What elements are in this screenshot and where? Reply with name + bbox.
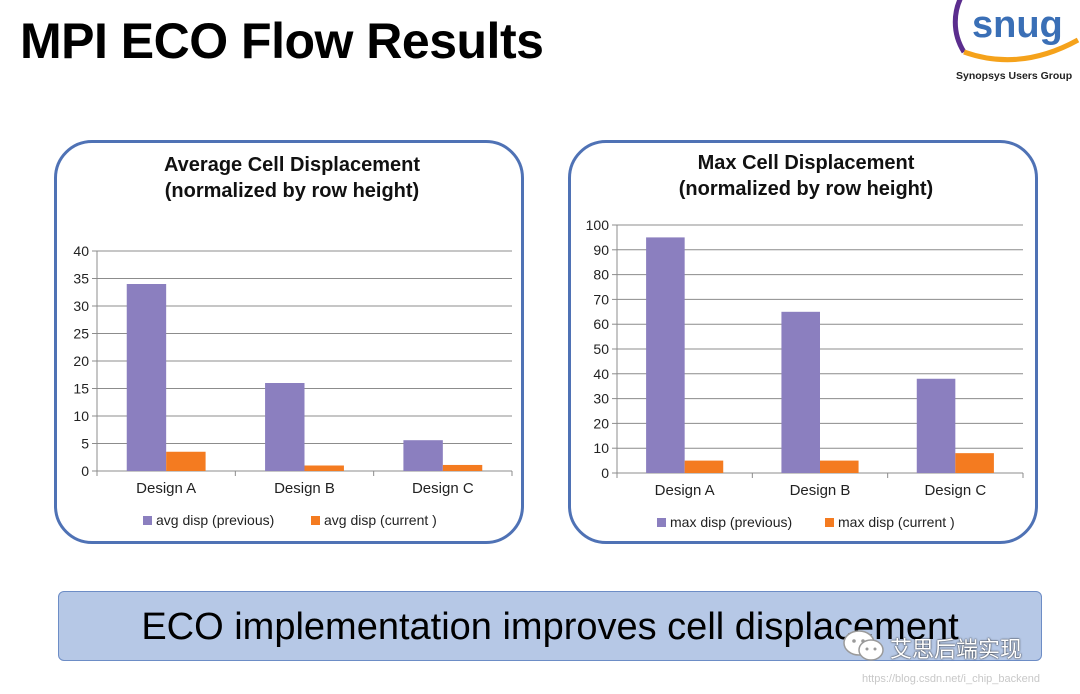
x-category-label: Design C [924,482,986,499]
y-tick-label: 30 [73,298,89,314]
y-tick-label: 50 [593,341,609,357]
chart-title-line: (normalized by row height) [165,180,419,202]
y-tick-label: 70 [593,291,609,307]
max-displacement-chart: Max Cell Displacement (normalized by row … [586,152,1024,530]
x-category-label: Design B [274,480,335,497]
legend-swatch [657,518,666,527]
chart-title-line: Average Cell Displacement [164,154,420,176]
y-tick-label: 20 [73,353,89,369]
legend-swatch [143,516,152,525]
y-tick-label: 10 [593,440,609,456]
y-tick-label: 20 [593,415,609,431]
legend-label: max disp (previous) [670,514,792,530]
summary-text: ECO implementation improves cell displac… [141,606,959,648]
x-category-label: Design A [136,480,196,497]
y-tick-label: 40 [593,366,609,382]
chart-title-line: (normalized by row height) [679,178,933,200]
y-tick-label: 15 [73,381,89,397]
avg-displacement-chart: Average Cell Displacement (normalized by … [73,154,513,528]
y-tick-label: 100 [586,217,610,233]
bar-current [955,453,994,473]
y-tick-label: 0 [601,465,609,481]
y-tick-label: 90 [593,242,609,258]
avg-displacement-chart-panel: Average Cell Displacement (normalized by … [54,140,524,544]
bar-current [820,460,859,473]
bar-previous [403,440,443,471]
slide-title: MPI ECO Flow Results [20,13,544,69]
bar-previous [126,284,167,471]
bar-current [442,464,483,471]
y-tick-label: 5 [81,436,89,452]
legend-label: avg disp (current ) [324,512,437,528]
bar-previous [916,378,956,473]
bar-current [684,460,724,473]
y-tick-label: 30 [593,391,609,407]
legend-label: avg disp (previous) [156,512,274,528]
bar-previous [265,383,305,471]
y-tick-label: 10 [73,408,89,424]
summary-banner: ECO implementation improves cell displac… [58,591,1042,661]
wechat-watermark: 艾思后端实现 [842,628,1072,668]
logo-ring-arc [952,0,967,54]
bar-previous [646,237,685,473]
chart-title-line: Max Cell Displacement [698,152,915,174]
bar-current [304,465,344,471]
logo-orange-arc [963,37,1080,63]
x-category-label: Design A [655,482,715,499]
bar-current [166,451,206,471]
snug-logo-mark: snug [952,0,1080,63]
wechat-icon [843,630,884,661]
y-tick-label: 80 [593,267,609,283]
y-tick-label: 25 [73,326,89,342]
x-category-label: Design B [790,482,851,499]
x-category-label: Design C [412,480,474,497]
watermark-account: 艾思后端实现 [890,638,1023,663]
logo-tagline: Synopsys Users Group [956,70,1073,82]
snug-logo: snug Synopsys Users Group [950,0,1080,90]
y-tick-label: 60 [593,316,609,332]
bar-previous [781,311,820,473]
y-tick-label: 40 [73,243,89,259]
watermark-url: https://blog.csdn.net/i_chip_backend [862,673,1040,685]
y-tick-label: 35 [73,271,89,287]
legend-label: max disp (current ) [838,514,955,530]
max-displacement-chart-panel: Max Cell Displacement (normalized by row … [568,140,1038,544]
legend-swatch [825,518,834,527]
y-tick-label: 0 [81,463,89,479]
logo-wordmark: snug [972,4,1063,46]
legend-swatch [311,516,320,525]
